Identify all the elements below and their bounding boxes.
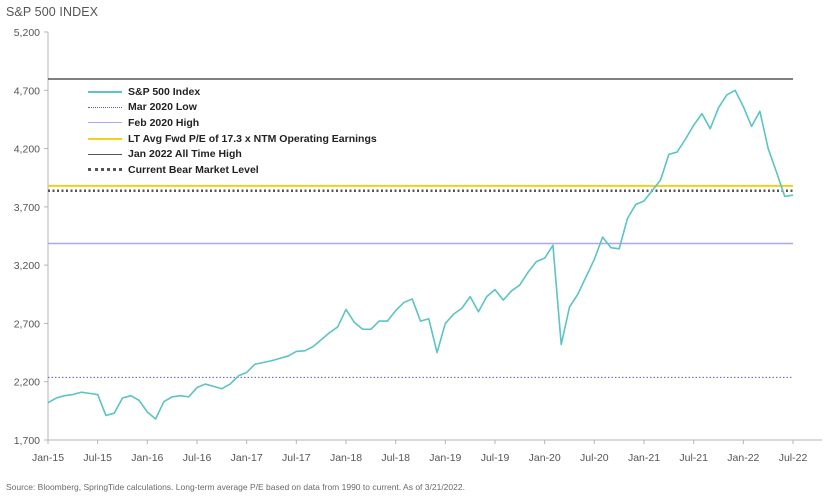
legend-label-sp500: S&P 500 Index [128, 85, 201, 98]
y-tick-label: 3,700 [14, 202, 40, 214]
legend-swatch-bear-market [88, 168, 122, 172]
y-tick-label: 2,700 [14, 318, 40, 330]
reference-lines [48, 78, 793, 378]
x-tick-label: Jul-19 [481, 452, 510, 464]
legend-swatch-feb2020-high [88, 122, 122, 124]
x-tick-label: Jul-16 [183, 452, 212, 464]
legend-swatch-all-time-high [88, 153, 122, 155]
legend-label-mar2020-low: Mar 2020 Low [128, 101, 197, 114]
legend-item-all-time-high: Jan 2022 All Time High [88, 146, 377, 162]
x-tick-label: Jan-18 [330, 452, 362, 464]
x-tick-label: Jul-15 [83, 452, 112, 464]
x-tick-label: Jan-21 [628, 452, 660, 464]
chart-title: S&P 500 INDEX [6, 5, 99, 19]
legend: S&P 500 Index Mar 2020 Low Feb 2020 High… [88, 84, 377, 178]
series-layer [47, 89, 794, 420]
x-tick-label: Jul-17 [282, 452, 311, 464]
legend-label-bear-market: Current Bear Market Level [128, 163, 259, 176]
legend-swatch-sp500 [88, 90, 122, 93]
legend-item-lt-avg: LT Avg Fwd P/E of 17.3 x NTM Operating E… [88, 131, 377, 147]
legend-item-feb2020-high: Feb 2020 High [88, 115, 377, 131]
legend-label-lt-avg: LT Avg Fwd P/E of 17.3 x NTM Operating E… [128, 132, 377, 145]
source-footnote: Source: Bloomberg, SpringTide calculatio… [6, 482, 465, 492]
y-tick-label: 1,700 [14, 435, 40, 447]
x-tick-label: Jul-20 [580, 452, 609, 464]
y-tick-label: 4,700 [14, 85, 40, 97]
x-tick-label: Jul-22 [779, 452, 808, 464]
x-tick-label: Jul-21 [679, 452, 708, 464]
x-tick-label: Jul-18 [381, 452, 410, 464]
x-tick-label: Jan-22 [727, 452, 759, 464]
y-tick-label: 5,200 [14, 27, 40, 39]
legend-item-sp500: S&P 500 Index [88, 84, 377, 100]
x-tick-label: Jan-17 [231, 452, 263, 464]
legend-item-bear-market: Current Bear Market Level [88, 162, 377, 178]
x-tick-label: Jan-19 [429, 452, 461, 464]
legend-label-feb2020-high: Feb 2020 High [128, 116, 200, 129]
sp500-index-line [47, 89, 794, 420]
legend-item-mar2020-low: Mar 2020 Low [88, 100, 377, 116]
y-tick-label: 3,200 [14, 260, 40, 272]
x-tick-label: Jan-20 [529, 452, 561, 464]
axes: 1,700 2,200 2,700 3,200 3,700 4,200 4,700 5,200… [14, 27, 822, 464]
y-tick-label: 4,200 [14, 144, 40, 156]
y-tick-label: 2,200 [14, 377, 40, 389]
legend-label-all-time-high: Jan 2022 All Time High [128, 148, 242, 161]
legend-swatch-mar2020-low [88, 106, 122, 108]
x-tick-label: Jan-15 [32, 452, 64, 464]
legend-swatch-lt-avg [88, 137, 122, 140]
x-tick-label: Jan-16 [131, 452, 163, 464]
